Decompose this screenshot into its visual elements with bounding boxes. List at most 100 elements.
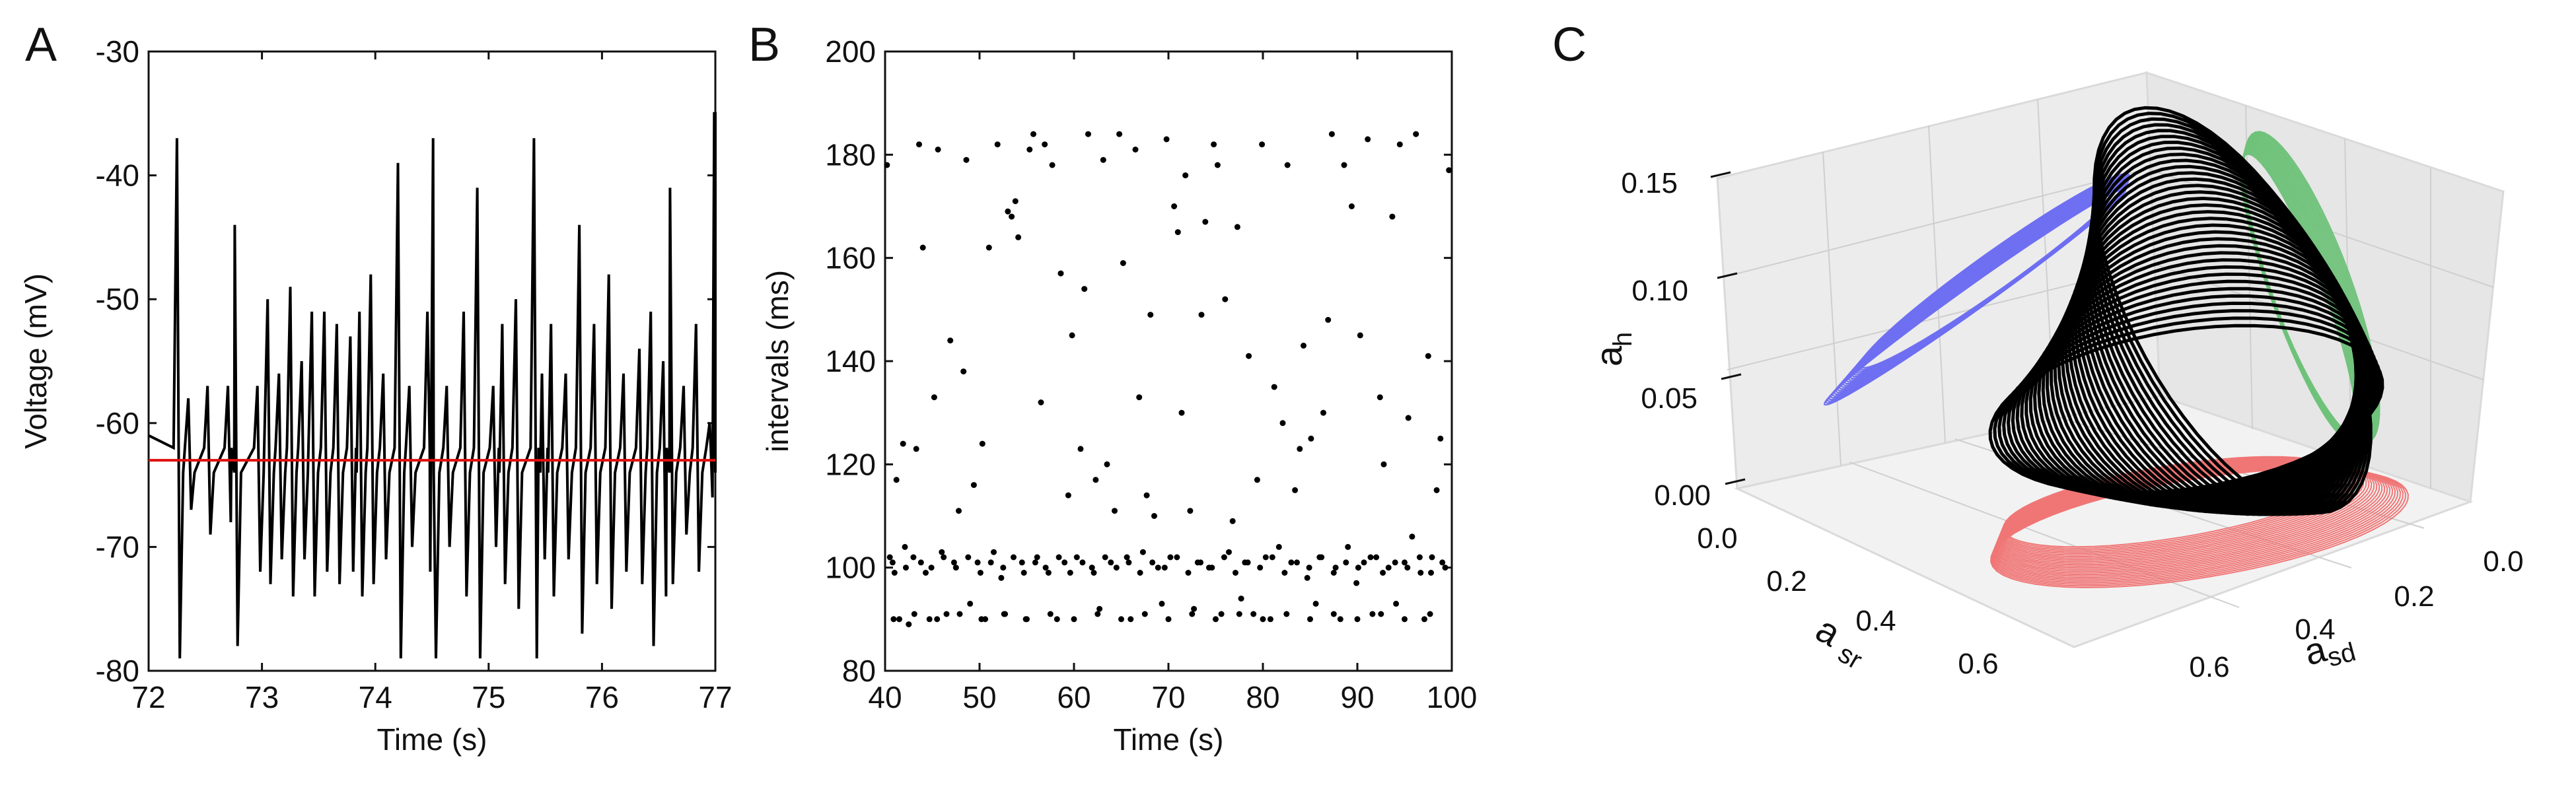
interval-point [1250, 611, 1257, 617]
interval-point [1369, 611, 1376, 617]
interval-point [1283, 611, 1290, 617]
interval-point [952, 565, 959, 571]
z-tick-marks [1710, 171, 1746, 485]
interval-point [1312, 600, 1319, 607]
y-axis-title-b: intervals (ms) [760, 270, 795, 452]
y-tick-label-b: 200 [825, 34, 876, 69]
interval-point [1246, 353, 1252, 359]
interval-point [1306, 565, 1312, 571]
panel-label-c: C [1552, 18, 1587, 71]
interval-point [1297, 446, 1303, 452]
green-projection-loop [2243, 131, 2380, 444]
attractor-loop [2076, 171, 2358, 516]
interval-point [1427, 611, 1433, 617]
voltage-trace-line [148, 112, 717, 659]
z-axis-title-main: a [1588, 345, 1629, 366]
interval-point [1292, 487, 1299, 493]
interval-point [977, 570, 984, 576]
attractor-trajectory [1988, 106, 2384, 516]
interval-point [1149, 559, 1156, 566]
interval-point [1328, 131, 1335, 137]
interval-point [917, 559, 924, 566]
x-tick-0-2: 0.2 [2394, 580, 2434, 613]
interval-point [1275, 543, 1282, 550]
interval-point [1024, 616, 1030, 623]
x-tick-0-0: 0.0 [2483, 545, 2523, 578]
interval-point [1089, 565, 1095, 571]
interval-point [1320, 409, 1326, 416]
interval-point [1163, 136, 1170, 143]
interval-point [967, 600, 974, 607]
interval-point [884, 162, 890, 168]
interval-point [1009, 213, 1015, 220]
attractor-loop [2079, 164, 2359, 516]
interval-point [1284, 162, 1291, 168]
y-tick-label-a: -50 [96, 282, 139, 316]
y-tick-0-4: 0.4 [1855, 605, 1896, 637]
panel-label-a: A [25, 18, 57, 71]
interval-point [1354, 616, 1361, 623]
interval-point [1229, 518, 1236, 524]
x-tick-label-b: 80 [1246, 680, 1279, 714]
z-tick-0-15: 0.15 [1621, 167, 1678, 199]
projection-blue-ah-asr [1824, 173, 2131, 406]
interval-point [1385, 565, 1392, 571]
interval-point [1161, 565, 1168, 571]
interval-point [1191, 605, 1198, 612]
x-axis-title-b: Time (s) [1114, 722, 1224, 757]
interval-point [1365, 136, 1371, 143]
interval-point [1259, 141, 1266, 148]
interval-point [987, 559, 994, 566]
interval-point [979, 440, 985, 447]
interval-point [985, 244, 992, 251]
interval-point [1353, 580, 1360, 586]
interval-point [1233, 570, 1238, 576]
interval-point [1151, 513, 1157, 519]
attractor-loop [2083, 153, 2359, 516]
attractor-loop [2081, 158, 2359, 516]
interval-point [1174, 554, 1180, 561]
interval-point [998, 574, 1005, 581]
attractor-loop [2085, 146, 2360, 516]
interval-point [1393, 600, 1400, 607]
interval-point [1198, 559, 1204, 566]
interval-point [1439, 559, 1446, 566]
interval-point [1244, 559, 1251, 566]
interval-point [1127, 616, 1134, 623]
interval-point [1189, 611, 1196, 617]
interval-point [1120, 260, 1126, 266]
interval-point [1030, 131, 1036, 137]
interval-point [910, 554, 917, 561]
interval-point [1038, 399, 1044, 405]
y-tick-0-6: 0.6 [1958, 648, 1998, 680]
x-tick-label-b: 100 [1427, 680, 1478, 714]
interval-point [1437, 435, 1444, 442]
y-tick-label-a: -30 [96, 34, 139, 69]
interval-point [935, 147, 941, 153]
interval-point [1049, 162, 1055, 168]
interval-point [1141, 611, 1148, 617]
interval-point [1118, 616, 1124, 623]
interval-point [1054, 616, 1060, 623]
x-tick-0-6: 0.6 [2189, 651, 2229, 683]
interval-point [1001, 611, 1007, 617]
interval-point [1377, 394, 1383, 401]
interval-point [994, 141, 1001, 148]
interval-point [1187, 508, 1194, 514]
interval-point [913, 446, 919, 452]
y-tick-label-b: 180 [825, 137, 876, 172]
interval-point [1182, 172, 1189, 179]
blue-projection-loop [1859, 173, 2131, 368]
interval-point [1218, 611, 1225, 617]
interval-point [1361, 559, 1367, 566]
interval-point [1073, 554, 1080, 561]
interval-point [1446, 167, 1452, 174]
interval-point [1413, 131, 1419, 137]
interval-point [1396, 141, 1403, 148]
interval-point [1262, 554, 1269, 561]
interval-point [1271, 384, 1277, 390]
interval-point [1091, 570, 1097, 576]
interval-point [939, 549, 945, 555]
interval-point [928, 565, 935, 571]
